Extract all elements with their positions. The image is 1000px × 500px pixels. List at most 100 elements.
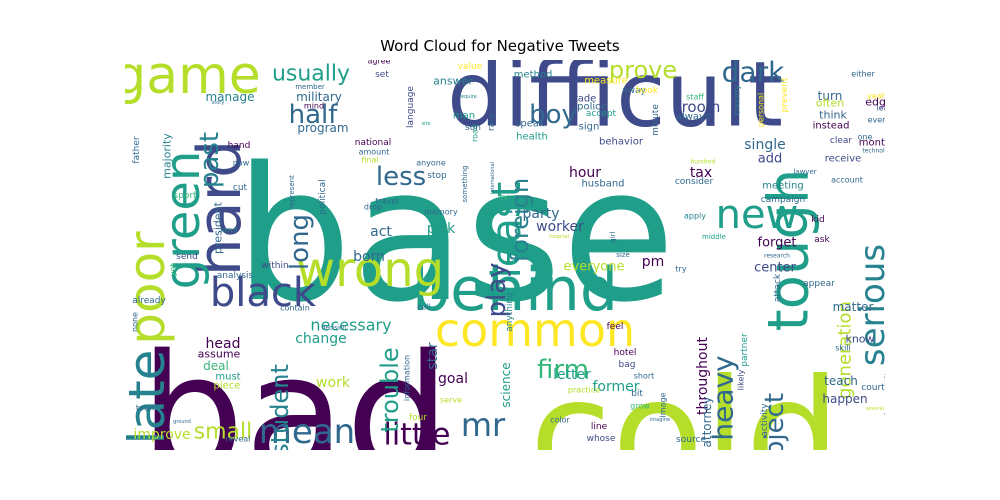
- word-rock: rock: [884, 409, 886, 431]
- word-majority: majority: [161, 133, 174, 179]
- word-answer: answer: [433, 75, 473, 88]
- word-total: total: [136, 404, 154, 413]
- word-man: man: [453, 111, 475, 122]
- word-within: within: [261, 261, 288, 271]
- word-military: military: [296, 90, 342, 104]
- word-know: know: [845, 333, 874, 346]
- word-ask: ask: [814, 235, 830, 245]
- word-president: president: [212, 201, 225, 254]
- word-require: require: [459, 94, 477, 100]
- word-late: late: [125, 350, 176, 445]
- word-practice: practice: [568, 386, 600, 395]
- word-little: little: [384, 418, 451, 451]
- word-event: event: [868, 116, 885, 125]
- word-likely: likely: [737, 369, 746, 390]
- word-work: work: [316, 375, 351, 391]
- word-tax: tax: [690, 165, 712, 181]
- word-hospital: hospital: [549, 234, 569, 240]
- word-middle: middle: [702, 233, 726, 241]
- word-play: play: [482, 262, 512, 317]
- word-ground: ground: [173, 419, 191, 425]
- word-serious: serious: [853, 244, 885, 366]
- word-try: try: [675, 265, 686, 274]
- word-less: less: [376, 162, 426, 192]
- word-son: son: [465, 123, 481, 133]
- word-partner: partner: [740, 333, 750, 367]
- word-manage: manage: [205, 90, 254, 104]
- word-meeting: meeting: [762, 181, 803, 192]
- word-four: four: [409, 413, 427, 423]
- word-center: center: [754, 261, 796, 276]
- word-amount: amount: [359, 148, 390, 157]
- word-girl: girl: [609, 231, 617, 242]
- word-language: language: [406, 86, 416, 128]
- chart-title: Word Cloud for Negative Tweets: [380, 37, 620, 55]
- word-send: send: [176, 252, 198, 262]
- word-final: final: [361, 156, 378, 165]
- word-technology: technology: [862, 148, 885, 155]
- word-mr: mr: [461, 406, 506, 444]
- word-source: source: [676, 435, 706, 445]
- word-necessary: necessary: [310, 316, 391, 335]
- word-yeah: yeah: [867, 92, 885, 101]
- word-memory: memory: [424, 208, 458, 217]
- word-speak: speak: [515, 119, 545, 130]
- word-short: short: [634, 372, 655, 381]
- word-hundred: hundred: [690, 159, 715, 166]
- word-contain: contain: [280, 304, 310, 313]
- word-happen: happen: [822, 392, 867, 406]
- word-security: security: [884, 366, 886, 406]
- word-hand: hand: [228, 141, 251, 151]
- word-forget: forget: [758, 236, 797, 251]
- word-letter: letter: [553, 367, 591, 383]
- word-tv: tv: [500, 193, 510, 203]
- word-political: political: [318, 179, 328, 214]
- word-edge: edge: [865, 96, 885, 109]
- word-site: site: [421, 121, 430, 127]
- word-think: think: [819, 109, 847, 122]
- word-usually: usually: [272, 62, 350, 87]
- word-green: green: [155, 151, 211, 290]
- word-worker: worker: [536, 219, 584, 235]
- word-imagine: imagine: [650, 417, 670, 423]
- word-grow: grow: [630, 402, 650, 411]
- word-improve: improve: [133, 427, 190, 443]
- word-now: now: [233, 159, 250, 168]
- word-least: least: [484, 182, 530, 279]
- word-research: research: [764, 253, 790, 260]
- word-national: national: [355, 138, 391, 148]
- word-anything: anything: [505, 292, 515, 332]
- word-information: information: [403, 355, 412, 401]
- word-prevent: prevent: [780, 77, 790, 112]
- word-court: court: [861, 383, 885, 393]
- word-pick: pick: [427, 221, 456, 237]
- word-head: head: [206, 336, 241, 352]
- word-value: value: [458, 62, 483, 72]
- word-tough: tough: [757, 169, 822, 332]
- word-often: often: [816, 97, 844, 110]
- word-several: several: [866, 406, 884, 412]
- word-behind: behind: [412, 255, 618, 325]
- word-husband: husband: [581, 179, 624, 190]
- word-personal: personal: [757, 93, 766, 128]
- word-reveal: reveal: [226, 435, 251, 444]
- word-book: book: [636, 86, 659, 96]
- word-prove: prove: [609, 60, 677, 84]
- word-cold: cold: [529, 348, 840, 450]
- word-international: international: [490, 162, 496, 194]
- word-assume: assume: [198, 348, 241, 361]
- word-rule: rule: [429, 233, 443, 241]
- word-boy: boy: [529, 100, 577, 130]
- word-trouble: trouble: [376, 347, 404, 432]
- word-long: long: [285, 214, 315, 270]
- word-represent: represent: [288, 175, 296, 209]
- word-must: must: [215, 372, 240, 383]
- word-everyone: everyone: [564, 260, 625, 275]
- word-program: program: [297, 121, 348, 135]
- word-drop: drop: [364, 203, 382, 212]
- word-base: base: [234, 127, 675, 343]
- word-small: small: [194, 420, 253, 445]
- word-born: born: [353, 249, 385, 265]
- word-single: single: [744, 137, 785, 153]
- word-stop: stop: [427, 171, 447, 181]
